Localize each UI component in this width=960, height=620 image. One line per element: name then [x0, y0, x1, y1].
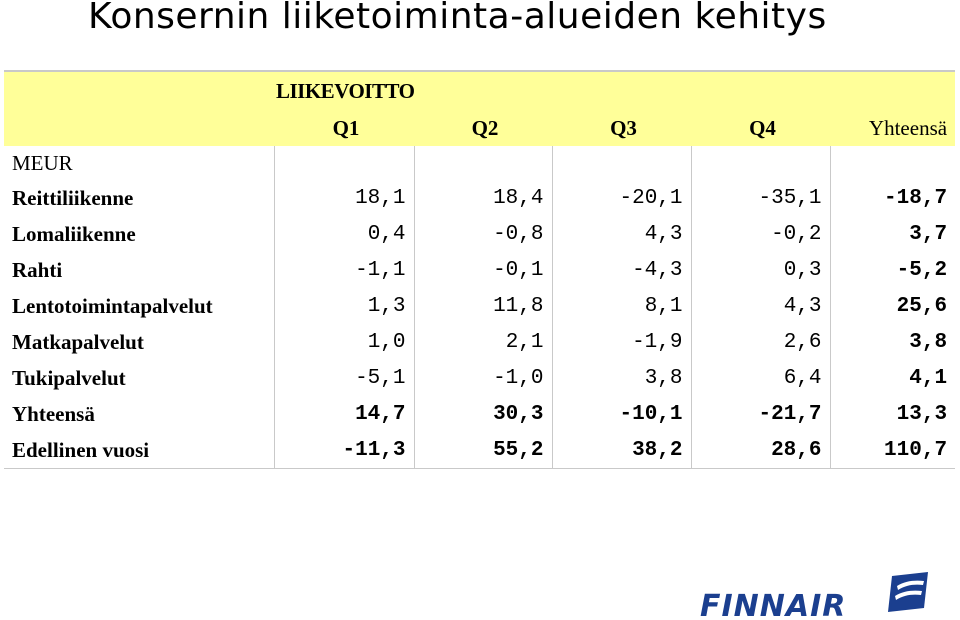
- row-total-cell: 13,3: [829, 396, 956, 432]
- row-total-cell: 4,1: [829, 360, 956, 396]
- row-value-cell: 18,4: [413, 180, 552, 216]
- row-value-cell: 14,7: [273, 396, 414, 432]
- row-value-cell: -0,1: [413, 252, 552, 288]
- row-value-cell: 30,3: [413, 396, 552, 432]
- row-value-cell: 3,8: [551, 360, 691, 396]
- row-value-cell: 2,1: [413, 324, 552, 360]
- row-total-cell: 25,6: [829, 288, 956, 324]
- table-body: Reittiliikenne 18,1 18,4 -20,1 -35,1 -18,7 Lom…: [4, 180, 956, 469]
- row-value-cell: -1,1: [273, 252, 414, 288]
- row-label: Lomaliikenne: [12, 221, 136, 246]
- column-header-q3: Q3: [552, 110, 691, 146]
- row-value-cell: 18,1: [273, 180, 414, 216]
- row-value-cell: -10,1: [551, 396, 691, 432]
- row-value-cell: -1,0: [413, 360, 552, 396]
- column-header-total: Yhteensä: [830, 110, 956, 146]
- operating-profit-table: LIIKEVOITTO Q1 Q2 Q3 Q4 Yhteensä MEUR Re…: [4, 72, 956, 469]
- row-label: Yhteensä: [12, 401, 95, 426]
- row-value-cell: 6,4: [690, 360, 830, 396]
- unit-row: MEUR: [4, 146, 956, 180]
- row-value-cell: -20,1: [551, 180, 691, 216]
- table-caption-row: LIIKEVOITTO: [4, 72, 956, 110]
- unit-label: MEUR: [12, 150, 73, 175]
- row-value-cell: 4,3: [551, 216, 691, 252]
- row-value-cell: 0,4: [273, 216, 414, 252]
- row-value-cell: -11,3: [273, 432, 414, 469]
- row-total-cell: -18,7: [829, 180, 956, 216]
- row-value-cell: -1,9: [551, 324, 691, 360]
- row-value-cell: 11,8: [413, 288, 552, 324]
- row-value-cell: 55,2: [413, 432, 552, 469]
- row-total-cell: -5,2: [829, 252, 956, 288]
- row-total-cell: 3,7: [829, 216, 956, 252]
- row-value-cell: -0,2: [690, 216, 830, 252]
- row-label: Matkapalvelut: [12, 329, 144, 354]
- row-value-cell: 38,2: [551, 432, 691, 469]
- row-label: Rahti: [12, 257, 63, 282]
- row-value-cell: -21,7: [690, 396, 830, 432]
- row-value-cell: 28,6: [690, 432, 830, 469]
- column-header-row: Q1 Q2 Q3 Q4 Yhteensä: [4, 110, 956, 146]
- slide-title: Konsernin liiketoiminta-alueiden kehitys: [88, 0, 827, 37]
- row-value-cell: 0,3: [690, 252, 830, 288]
- row-value-cell: 4,3: [690, 288, 830, 324]
- row-value-cell: 8,1: [551, 288, 691, 324]
- table-row: Matkapalvelut 1,0 2,1 -1,9 2,6 3,8: [4, 324, 956, 360]
- row-value-cell: 2,6: [690, 324, 830, 360]
- column-header-q4: Q4: [691, 110, 830, 146]
- table-caption: LIIKEVOITTO: [274, 72, 956, 110]
- row-total-cell: 110,7: [829, 432, 956, 469]
- table-row: Lomaliikenne 0,4 -0,8 4,3 -0,2 3,7: [4, 216, 956, 252]
- row-value-cell: -4,3: [551, 252, 691, 288]
- finnair-flag-icon: [888, 572, 928, 612]
- row-value-cell: 1,0: [273, 324, 414, 360]
- row-value-cell: -0,8: [413, 216, 552, 252]
- results-table-container: LIIKEVOITTO Q1 Q2 Q3 Q4 Yhteensä MEUR Re…: [4, 70, 956, 469]
- table-row: Rahti -1,1 -0,1 -4,3 0,3 -5,2: [4, 252, 956, 288]
- row-value-cell: -35,1: [690, 180, 830, 216]
- table-row: Reittiliikenne 18,1 18,4 -20,1 -35,1 -18,7: [4, 180, 956, 216]
- table-row: Yhteensä 14,7 30,3 -10,1 -21,7 13,3: [4, 396, 956, 432]
- table-row: Lentotoimintapalvelut 1,3 11,8 8,1 4,3 25,6: [4, 288, 956, 324]
- column-header-q1: Q1: [274, 110, 414, 146]
- row-label: Reittiliikenne: [12, 185, 134, 210]
- row-value-cell: 1,3: [273, 288, 414, 324]
- finnair-logo: FINNAIR: [700, 572, 928, 618]
- row-total-cell: 3,8: [829, 324, 956, 360]
- table-row: Edellinen vuosi -11,3 55,2 38,2 28,6 110,7: [4, 432, 956, 469]
- column-header-q2: Q2: [414, 110, 552, 146]
- finnair-wordmark: FINNAIR: [700, 589, 846, 618]
- row-label: Tukipalvelut: [12, 365, 126, 390]
- row-label: Edellinen vuosi: [4, 432, 274, 469]
- row-value-cell: -5,1: [273, 360, 414, 396]
- row-label: Lentotoimintapalvelut: [12, 293, 213, 318]
- table-row: Tukipalvelut -5,1 -1,0 3,8 6,4 4,1: [4, 360, 956, 396]
